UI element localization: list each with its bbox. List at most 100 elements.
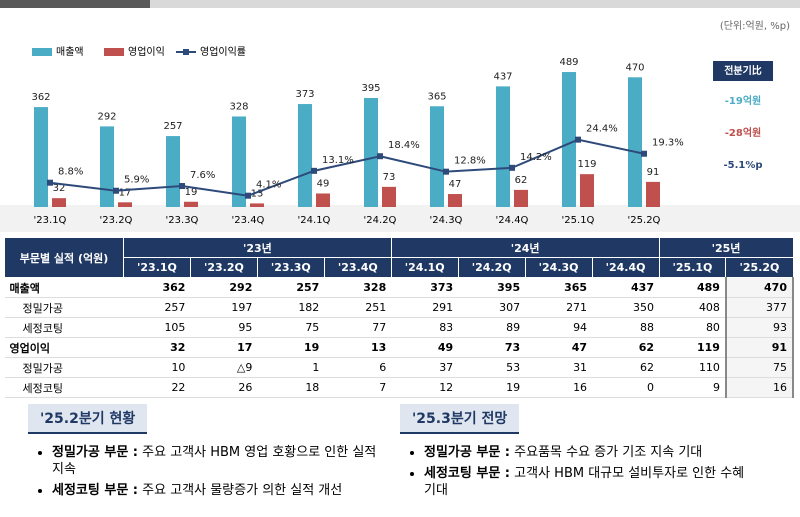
line-marker (179, 183, 185, 190)
cell: 19 (458, 377, 526, 398)
legend-swatch (32, 48, 52, 56)
cell: 362 (123, 277, 191, 298)
row-label: 세정코팅 (4, 377, 124, 398)
quarter-cell: '25.2Q (725, 257, 794, 278)
bar (496, 86, 510, 207)
line-marker (47, 179, 53, 186)
cell: 489 (659, 277, 726, 298)
cell: 53 (458, 357, 526, 378)
cell: 19 (257, 337, 325, 358)
bullet-text: 주요 고객사 HBM 영업 호황으로 인한 실적 지속 (52, 445, 377, 477)
comparison-item: -28억원 (725, 126, 761, 139)
cell: 1 (257, 357, 325, 378)
cell: 91 (724, 337, 795, 358)
cell: 37 (391, 357, 459, 378)
bar (250, 203, 264, 207)
data-label: 470 (625, 62, 644, 73)
row-label: 정밀가공 (4, 297, 124, 318)
cell: 377 (724, 297, 795, 318)
table-row: 정밀가공 10 △9 1 6 37 53 31 62 110 75 (4, 357, 795, 378)
line-marker (245, 192, 251, 199)
data-label: 19 (185, 187, 198, 198)
data-label: 47 (449, 179, 462, 190)
data-label: 257 (163, 121, 182, 132)
quarter-cell: '25.1Q (658, 257, 727, 278)
bar (430, 106, 444, 207)
data-label: 5.9% (124, 175, 149, 186)
margin-line (49, 138, 645, 197)
table-row: 정밀가공 257 197 182 251 291 307 271 350 408 377 (4, 297, 795, 318)
bullet: 정밀가공 부문 : 주요 고객사 HBM 영업 호황으로 인한 실적 지속 (52, 444, 388, 478)
cell: 257 (257, 277, 325, 298)
data-label: 13 (251, 188, 264, 199)
line-marker (443, 168, 449, 175)
quarter-cell: '24.2Q (457, 257, 526, 278)
section: '25.3분기 전망정밀가공 부문 : 주요품목 수요 증가 기조 지속 기대세… (400, 404, 760, 503)
cell: 271 (525, 297, 593, 318)
cell: 257 (123, 297, 191, 318)
cell: 95 (190, 317, 258, 338)
bar (298, 104, 312, 207)
data-label: 362 (31, 92, 50, 103)
x-tick-label: '24.1Q (298, 215, 331, 226)
quarter-cell: '23.3Q (256, 257, 325, 278)
row-label: 세정코팅 (4, 317, 124, 338)
cell: 62 (592, 357, 659, 378)
data-label: 17 (119, 187, 132, 198)
bar (316, 193, 330, 207)
data-label: 489 (559, 57, 578, 68)
bar (52, 198, 66, 207)
table-row: 매출액 362 292 257 328 373 395 365 437 489 470 (4, 277, 795, 298)
cell: 395 (458, 277, 526, 298)
data-label: 119 (577, 159, 596, 170)
cell: 408 (659, 297, 726, 318)
section-title: '25.2분기 현황 (28, 404, 148, 434)
top-bar (0, 0, 150, 8)
bullet-head: 세정코팅 부문 : (52, 483, 139, 498)
cell: 437 (592, 277, 659, 298)
results-table: 부문별 실적 (억원) '23년 '24년 '25년 '23.1Q '23.2Q '23.3… (4, 237, 795, 398)
bullet-text: 고객사 HBM 대규모 설비투자로 인한 수혜 기대 (424, 466, 745, 498)
cell: 292 (190, 277, 258, 298)
quarter-cell: '24.1Q (390, 257, 459, 278)
comparison-item: -5.1%p (723, 160, 762, 171)
bar (166, 136, 180, 207)
cell: 12 (391, 377, 459, 398)
cell: 89 (458, 317, 526, 338)
bar (628, 77, 642, 207)
bullet-text: 주요품목 수요 증가 기조 지속 기대 (514, 445, 703, 460)
cell: 32 (123, 337, 191, 358)
year-cell: '23년 (123, 237, 392, 258)
cell: 251 (324, 297, 392, 318)
line-marker (641, 150, 647, 157)
unit-note: (단위:억원, %p) (720, 19, 790, 32)
x-tick-label: '24.2Q (364, 215, 397, 226)
data-label: 373 (295, 89, 314, 100)
header-row: '23.1Q '23.2Q '23.3Q '23.4Q '24.1Q '24.2Q '24.… (5, 257, 794, 278)
cell: 16 (724, 377, 795, 398)
cell: 350 (592, 297, 659, 318)
legend-marker (183, 49, 189, 55)
year-cell: '24년 (390, 237, 660, 258)
row-label: 영업이익 (4, 337, 124, 358)
bullet: 정밀가공 부문 : 주요품목 수요 증가 기조 지속 기대 (424, 444, 760, 461)
cell: 7 (324, 377, 392, 398)
data-label: 292 (97, 111, 116, 122)
cell: 22 (123, 377, 191, 398)
bar (448, 194, 462, 207)
cell: 94 (525, 317, 593, 338)
x-tick-label: '24.3Q (430, 215, 463, 226)
cell: 47 (525, 337, 593, 358)
bullet-head: 세정코팅 부문 : (424, 466, 511, 481)
section-title: '25.3분기 전망 (400, 404, 520, 434)
cell: 83 (391, 317, 459, 338)
bar (184, 201, 198, 207)
line-marker (377, 153, 383, 160)
quarter-cell: '23.2Q (189, 257, 258, 278)
cell: 13 (324, 337, 392, 358)
x-tick-label: '25.1Q (562, 215, 595, 226)
data-label: 7.6% (190, 170, 215, 181)
bar (34, 107, 48, 207)
chart: (단위:억원, %p) 전분기比 매출액 영업이익 영업이익률 362 292 257 32… (0, 0, 800, 232)
row-label: 매출액 (4, 277, 124, 298)
